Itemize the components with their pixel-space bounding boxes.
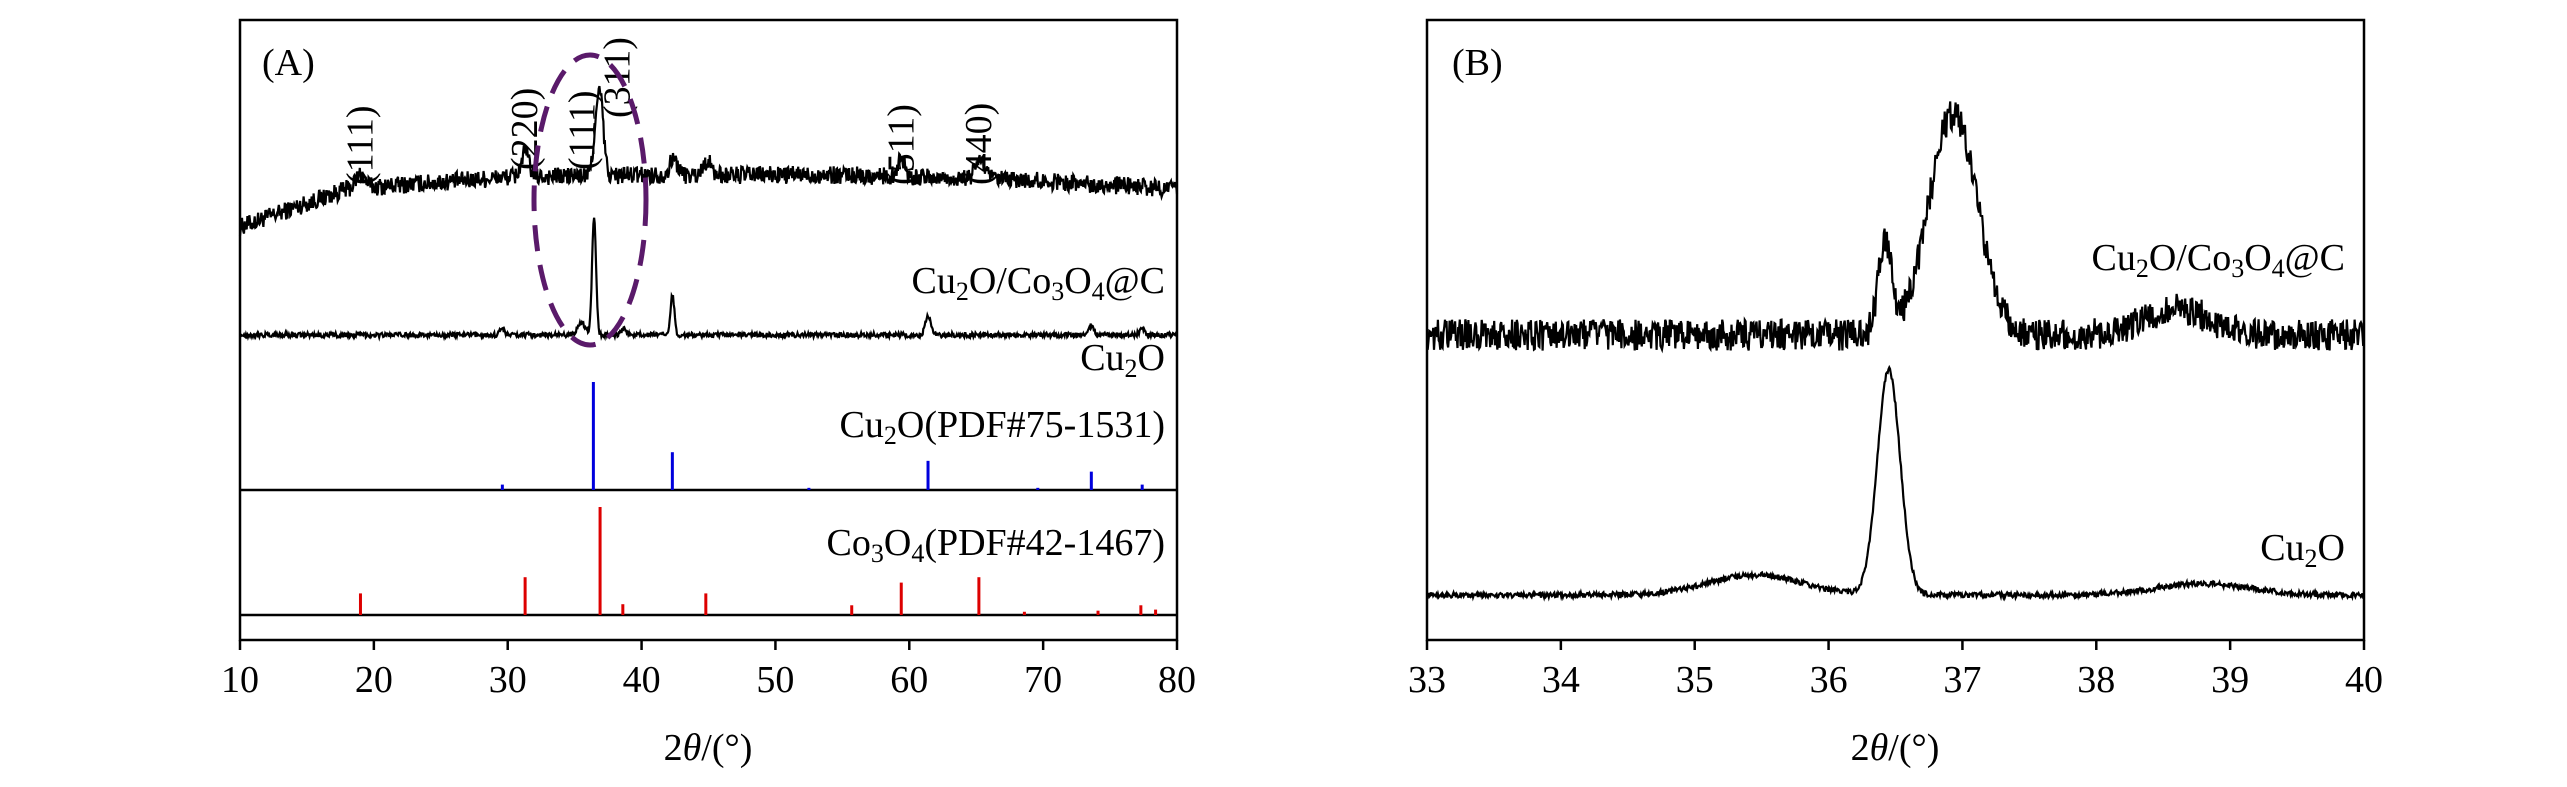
x-tick-label: 10 [221,659,259,701]
peak-annotation: (111) [340,106,382,186]
panel-b-label-composite: Cu2O/Co3O4@C [2091,237,2345,283]
series-line [238,217,1178,342]
panel-b-x-ticks: 33 34 35 36 37 38 39 40 [1408,640,2383,701]
panel-b-label-cu2o: Cu2O [2260,527,2345,573]
panel-a-label-composite: Cu2O/Co3O4@C [911,260,1165,306]
x-tick-label: 35 [1676,659,1714,701]
x-tick-label: 37 [1943,659,1981,701]
x-tick-label: 36 [1810,659,1848,701]
panel-a-x-axis-label: 2θ/(°) [664,727,753,769]
x-tick-label: 34 [1542,659,1580,701]
peak-annotation: (440) [958,103,1000,185]
x-tick-label: 70 [1024,659,1062,701]
panel-a-frame [238,18,1179,642]
series-line [1426,364,2365,602]
panel-b-traces [1426,101,2366,602]
panel-b: (B) 33 34 35 36 37 38 39 40 Cu2O/Co3O4@C Cu2O 2… [1408,18,2383,769]
panel-a-x-ticks: 10 20 30 40 50 60 70 80 [221,640,1196,701]
x-tick-label: 40 [623,659,661,701]
x-tick-label: 38 [2077,659,2115,701]
panel-a-label: (A) [262,42,315,84]
panel-a-label-ref-co3o4: Co3O4(PDF#42-1467) [827,522,1166,568]
x-tick-label: 60 [890,659,928,701]
x-tick-label: 80 [1158,659,1196,701]
x-tick-label: 20 [355,659,393,701]
panel-a: (A) 10 20 30 40 50 60 70 80 (111) (220) (111)(311… [221,18,1196,769]
panel-a-traces [238,85,1179,342]
highlight-ellipse [531,52,649,348]
panel-b-frame [1425,18,2366,642]
x-tick-label: 33 [1408,659,1446,701]
panel-b-x-axis-label: 2θ/(°) [1851,727,1940,769]
peak-annotation: (511) [880,104,922,185]
x-tick-label: 50 [756,659,794,701]
x-tick-label: 30 [489,659,527,701]
panel-b-label: (B) [1452,42,1503,84]
panel-a-label-ref-cu2o: Cu2O(PDF#75-1531) [840,404,1165,450]
series-line [1426,101,2366,354]
peak-annotation: (111) [562,91,604,171]
x-tick-label: 39 [2211,659,2249,701]
panel-a-label-cu2o: Cu2O [1080,337,1165,383]
panel-a-reference-sticks [358,382,1158,615]
x-tick-label: 40 [2345,659,2383,701]
series-line [238,85,1179,236]
